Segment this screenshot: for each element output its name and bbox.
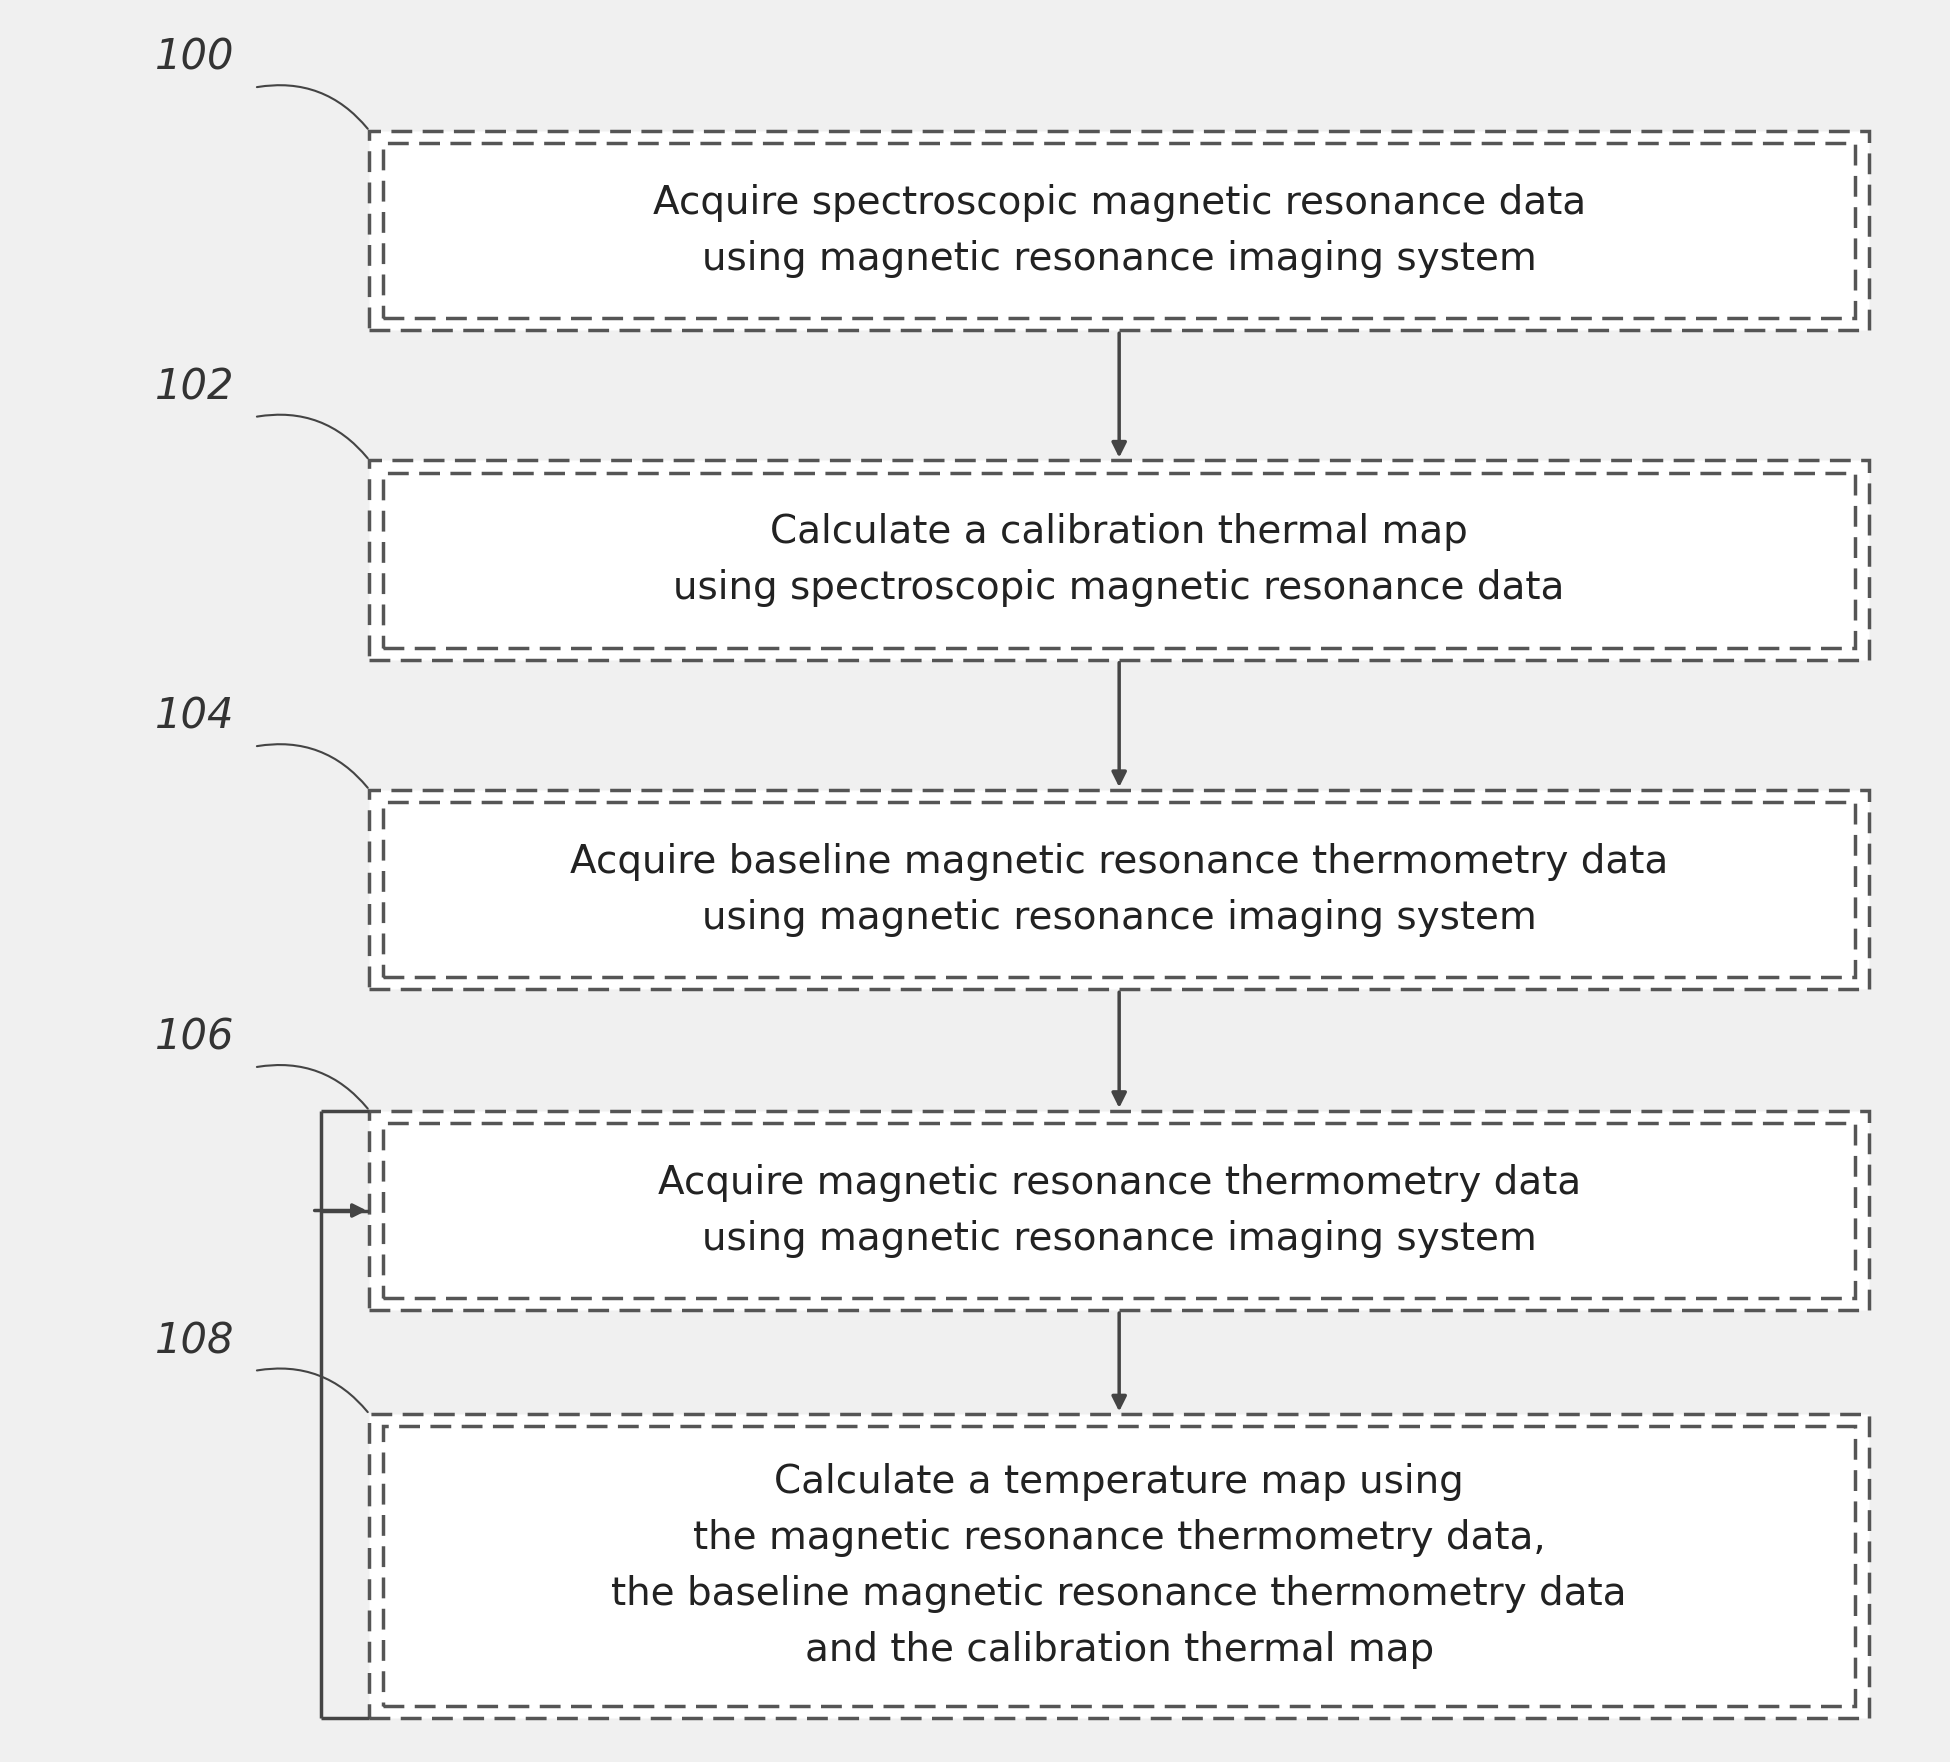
Text: Acquire spectroscopic magnetic resonance data
using magnetic resonance imaging s: Acquire spectroscopic magnetic resonance… [653, 183, 1585, 278]
Bar [382, 802, 1854, 978]
Bar [382, 1122, 1854, 1299]
Text: 100: 100 [156, 37, 234, 79]
Bar [369, 789, 1868, 990]
Text: 102: 102 [156, 366, 234, 409]
Bar [382, 1427, 1854, 1706]
Bar [369, 1415, 1868, 1718]
Bar [369, 130, 1868, 331]
Text: 108: 108 [156, 1320, 234, 1362]
Text: Calculate a calibration thermal map
using spectroscopic magnetic resonance data: Calculate a calibration thermal map usin… [673, 513, 1564, 608]
Text: Acquire baseline magnetic resonance thermometry data
using magnetic resonance im: Acquire baseline magnetic resonance ther… [569, 842, 1669, 937]
Bar [382, 472, 1854, 648]
Text: Calculate a temperature map using
the magnetic resonance thermometry data,
the b: Calculate a temperature map using the ma… [612, 1462, 1626, 1669]
Text: 104: 104 [156, 696, 234, 738]
Text: Acquire magnetic resonance thermometry data
using magnetic resonance imaging sys: Acquire magnetic resonance thermometry d… [657, 1163, 1581, 1258]
Text: 106: 106 [156, 1017, 234, 1059]
Bar [369, 460, 1868, 661]
Bar [369, 1110, 1868, 1311]
Bar [382, 143, 1854, 319]
